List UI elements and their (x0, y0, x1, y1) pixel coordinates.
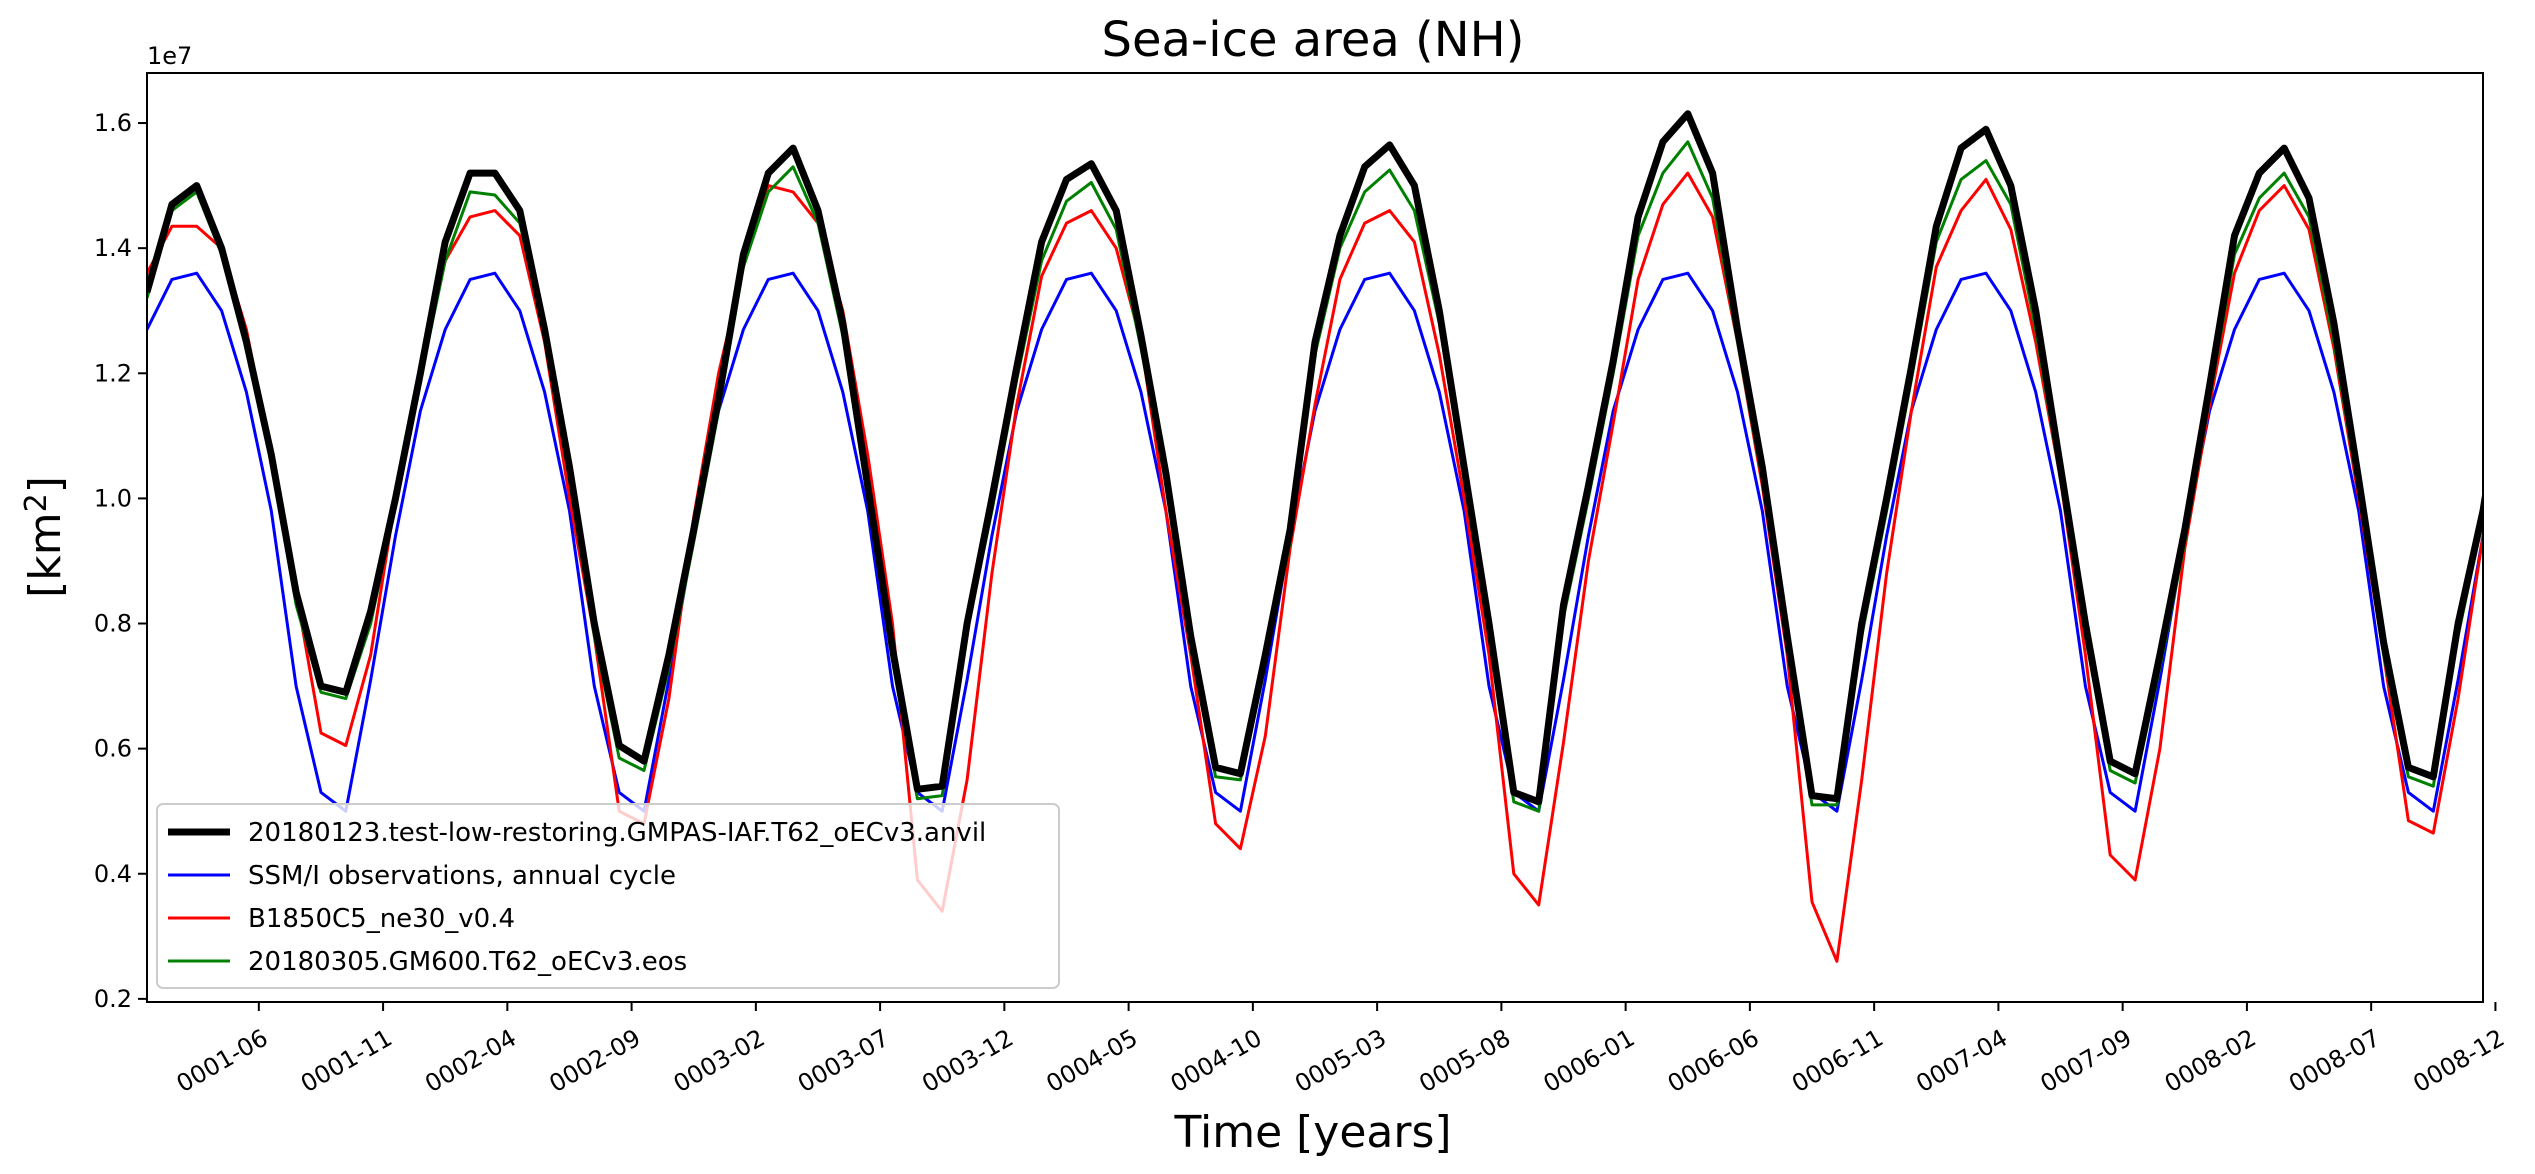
x-tick-label: 0006-01 (1539, 1024, 1640, 1098)
x-tick-label: 0008-07 (2284, 1024, 2385, 1098)
x-tick: 0006-06 (1663, 1002, 1764, 1098)
x-tick: 0004-05 (1042, 1002, 1143, 1098)
y-offset-text: 1e7 (147, 42, 192, 70)
x-tick: 0008-12 (2408, 1002, 2509, 1098)
x-tick: 0002-04 (420, 1002, 521, 1098)
y-tick: 0.4 (94, 860, 147, 888)
y-tick-label: 0.4 (94, 860, 132, 888)
y-axis: 0.2 0.4 0.6 0.8 1.0 1.2 1.4 1.6 (94, 109, 147, 1013)
x-tick-label: 0007-09 (2036, 1024, 2137, 1098)
x-tick-label: 0004-10 (1166, 1024, 1267, 1098)
x-tick: 0003-02 (669, 1002, 770, 1098)
y-tick-label: 1.6 (94, 109, 132, 137)
y-tick: 1.6 (94, 109, 147, 137)
x-tick: 0008-02 (2160, 1002, 2261, 1098)
x-tick-label: 0003-02 (669, 1024, 770, 1098)
y-tick-label: 1.2 (94, 359, 132, 387)
x-tick-label: 0008-02 (2160, 1024, 2261, 1098)
x-tick: 0006-11 (1787, 1002, 1888, 1098)
plot-area (147, 110, 2483, 963)
legend-entry: 20180305.GM600.T62_oECv3.eos (168, 947, 687, 977)
y-tick: 1.0 (94, 484, 147, 512)
x-tick: 0005-03 (1290, 1002, 1391, 1098)
x-tick: 0008-07 (2284, 1002, 2385, 1098)
chart-title: Sea-ice area (NH) (1102, 12, 1525, 68)
legend-entry: 20180123.test-low-restoring.GMPAS-IAF.T6… (168, 818, 986, 848)
series-line-0 (147, 110, 2483, 806)
x-tick-label: 0001-06 (172, 1024, 273, 1098)
legend-label: B1850C5_ne30_v0.4 (248, 904, 515, 934)
legend-label: 20180305.GM600.T62_oECv3.eos (248, 947, 687, 977)
x-tick: 0001-11 (296, 1002, 397, 1098)
series-lines (147, 110, 2483, 963)
x-tick: 0007-04 (1911, 1002, 2012, 1098)
x-tick: 0006-01 (1539, 1002, 1640, 1098)
y-tick: 0.8 (94, 610, 147, 638)
y-tick-label: 1.0 (94, 484, 132, 512)
legend: 20180123.test-low-restoring.GMPAS-IAF.T6… (156, 803, 1060, 989)
y-tick: 1.4 (94, 234, 147, 262)
y-axis-label: [km2] (19, 476, 71, 598)
y-tick-label: 1.4 (94, 234, 132, 262)
y-tick-label: 0.2 (94, 985, 132, 1013)
y-tick: 0.2 (94, 985, 147, 1013)
x-tick: 0001-06 (172, 1002, 273, 1098)
x-tick-label: 0005-08 (1414, 1024, 1515, 1098)
x-tick-label: 0003-12 (917, 1024, 1018, 1098)
x-tick-label: 0002-09 (545, 1024, 646, 1098)
x-tick: 0003-12 (917, 1002, 1018, 1098)
x-tick-label: 0005-03 (1290, 1024, 1391, 1098)
y-tick: 0.6 (94, 735, 147, 763)
x-tick: 0003-07 (793, 1002, 894, 1098)
legend-entry: B1850C5_ne30_v0.4 (168, 904, 515, 934)
x-tick-label: 0001-11 (296, 1024, 397, 1098)
x-tick-label: 0008-12 (2408, 1024, 2509, 1098)
x-tick-label: 0006-06 (1663, 1024, 1764, 1098)
legend-label: 20180123.test-low-restoring.GMPAS-IAF.T6… (248, 818, 986, 848)
x-tick: 0007-09 (2036, 1002, 2137, 1098)
x-tick-label: 0004-05 (1042, 1024, 1143, 1098)
x-tick: 0005-08 (1414, 1002, 1515, 1098)
x-axis-label: Time [years] (1173, 1107, 1451, 1158)
legend-label: SSM/I observations, annual cycle (248, 861, 676, 891)
x-tick: 0004-10 (1166, 1002, 1267, 1098)
legend-entry: SSM/I observations, annual cycle (168, 861, 676, 891)
y-tick: 1.2 (94, 359, 147, 387)
plot-frame (146, 72, 2484, 1003)
x-tick-label: 0007-04 (1911, 1024, 2012, 1098)
y-tick-label: 0.8 (94, 610, 132, 638)
x-tick-label: 0003-07 (793, 1024, 894, 1098)
x-tick: 0002-09 (545, 1002, 646, 1098)
x-tick-label: 0006-11 (1787, 1024, 1888, 1098)
y-tick-label: 0.6 (94, 735, 132, 763)
series-line-1 (147, 271, 2483, 813)
x-tick-label: 0002-04 (420, 1024, 521, 1098)
legend-box (156, 803, 1060, 989)
x-axis: 0001-06 0001-11 0002-04 0002-09 0003-02 0003-… (172, 1002, 2509, 1098)
